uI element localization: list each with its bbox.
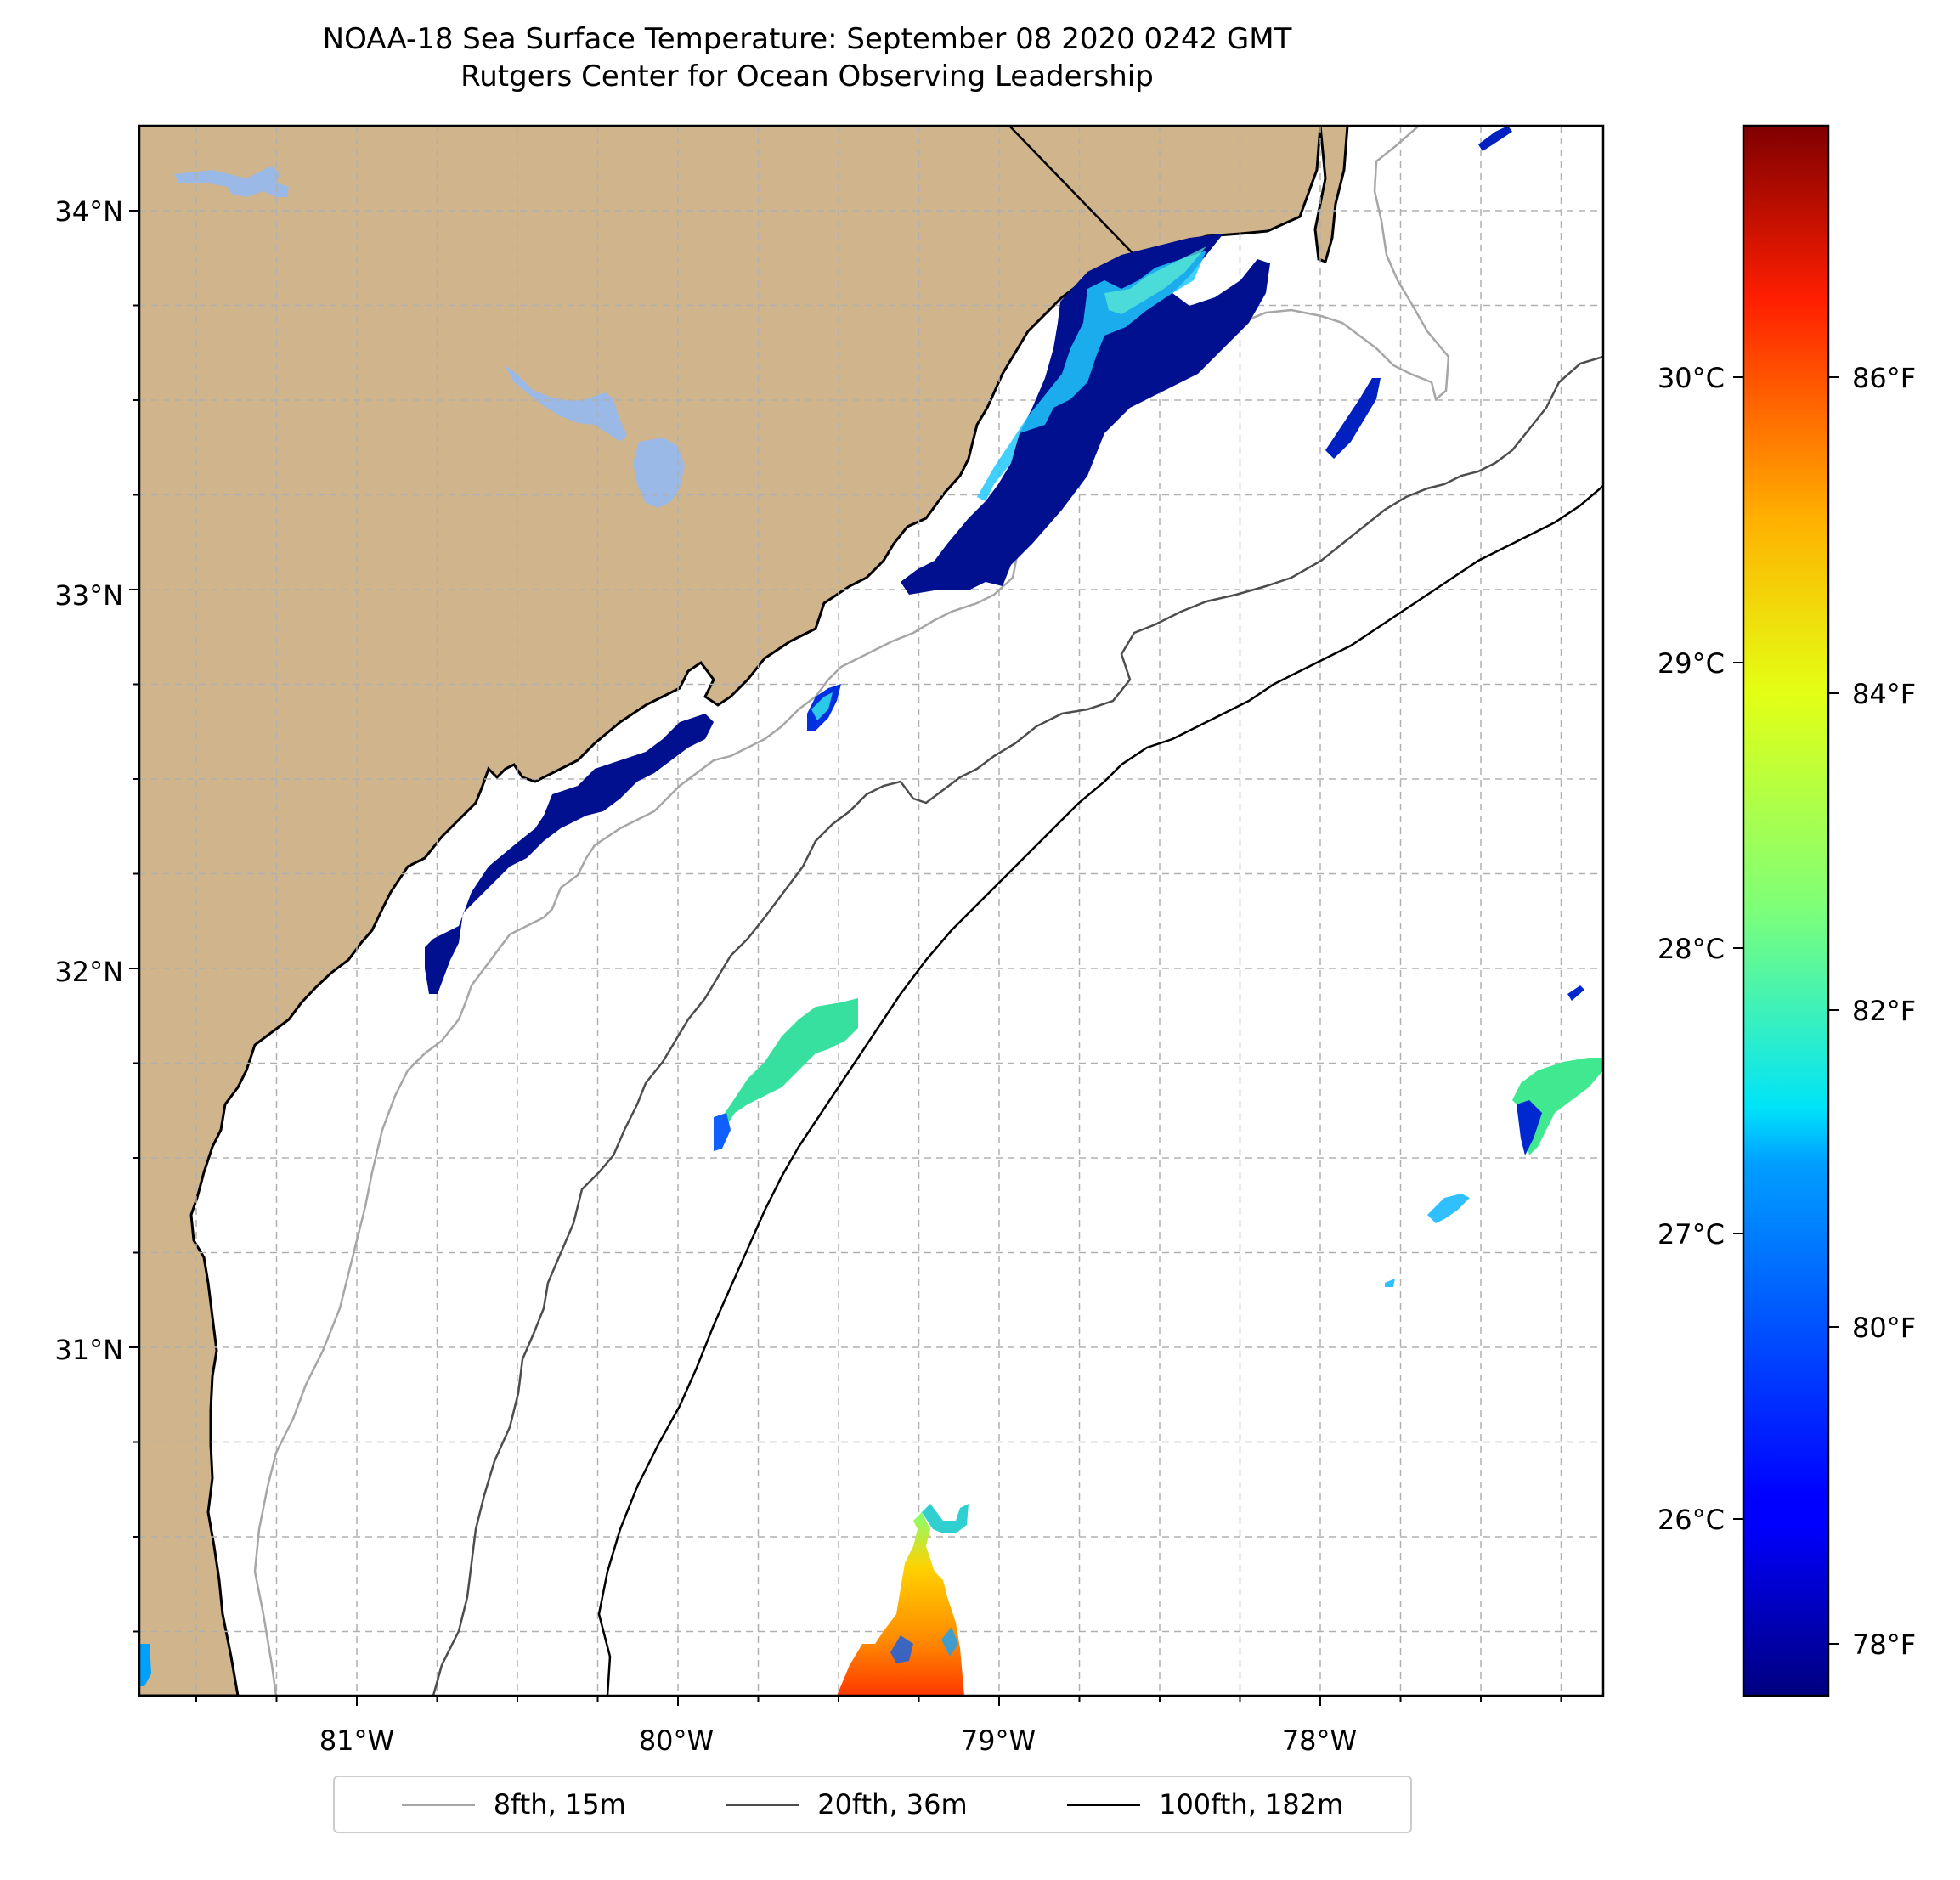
sst-patch-gulfstream-top [922,1504,969,1533]
colorbar [1742,124,1830,1697]
lat-tick-34n: 34°N [54,195,123,228]
lat-tick-32n: 32°N [54,956,123,988]
sst-patch-offshore-3 [1427,1194,1470,1223]
axis-ticks [129,210,1562,1706]
lat-tick-33n: 33°N [54,579,123,612]
sst-patch-northeast-cyan [1104,246,1206,314]
lake-upper [174,166,289,197]
colorbar-f-80: 80°F [1852,1312,1916,1344]
graticule [139,126,1603,1696]
sst-patch-gulfstream-eddy-2 [941,1627,958,1657]
sst-patch-offshore-1-blue [714,1113,731,1151]
sst-patch-northeast [901,234,1270,595]
legend-label-8fth: 8fth, 15m [493,1788,626,1821]
isobath-legend: 8fth, 15m 20fth, 36m 100fth, 182m [333,1776,1412,1833]
map-area [139,126,1603,1696]
colorbar-c-29: 29°C [1658,647,1725,680]
sst-patch-offshore-1 [714,998,858,1151]
lake-marion [505,365,627,442]
sst-patch-northeast-warm [977,251,1206,501]
isobath-8fth [253,126,1450,1696]
sst-patch-sw-corner [139,1644,151,1686]
sst-patch-south-sc [425,714,714,994]
lon-tick-78w: 78°W [1282,1725,1357,1757]
colorbar-c-30: 30°C [1658,362,1725,394]
sst-patch-offshore-4 [1325,378,1381,459]
map-subtitle: Rutgers Center for Ocean Observing Leade… [460,59,1154,93]
lon-tick-79w: 79°W [961,1725,1036,1757]
sst-patch-offshore-6 [1567,985,1584,1001]
legend-swatch-20fth [726,1803,799,1806]
land [139,126,1361,1696]
colorbar-ticks [1733,376,1839,1645]
legend-swatch-100fth [1067,1803,1141,1806]
isobath-100fth [597,485,1603,1696]
state-border [1008,126,1135,256]
sst-data [139,126,1603,1696]
map-frame [138,124,1605,1697]
sst-patch-offshore-5 [1478,126,1512,151]
colorbar-c-27: 27°C [1658,1218,1725,1251]
colorbar-c-28: 28°C [1658,933,1725,965]
legend-item-8fth: 8fth, 15m [401,1788,626,1821]
sst-patch-mid-cyan [811,692,833,720]
lon-tick-80w: 80°W [639,1725,714,1757]
isobath-20fth [432,355,1603,1696]
legend-item-20fth: 20fth, 36m [726,1788,968,1821]
legend-label-20fth: 20fth, 36m [817,1788,968,1821]
colorbar-f-84: 84°F [1852,678,1916,710]
lake-moultrie [633,438,685,508]
colorbar-f-86: 86°F [1852,362,1916,394]
sst-patch-gulfstream [837,1512,964,1696]
sst-patch-offshore-7 [1385,1279,1395,1287]
legend-swatch-8fth [401,1803,475,1806]
colorbar-f-78: 78°F [1852,1629,1916,1661]
map-title: NOAA-18 Sea Surface Temperature: Septemb… [322,22,1292,56]
colorbar-c-26: 26°C [1658,1504,1725,1536]
colorbar-f-82: 82°F [1852,995,1916,1027]
lat-tick-31n: 31°N [54,1334,123,1366]
sst-patch-offshore-2-blue [1517,1100,1542,1155]
legend-label-100fth: 100fth, 182m [1159,1788,1344,1821]
legend-item-100fth: 100fth, 182m [1067,1788,1343,1821]
sst-patch-gulfstream-eddy [890,1635,913,1663]
lon-tick-81w: 81°W [319,1725,394,1757]
